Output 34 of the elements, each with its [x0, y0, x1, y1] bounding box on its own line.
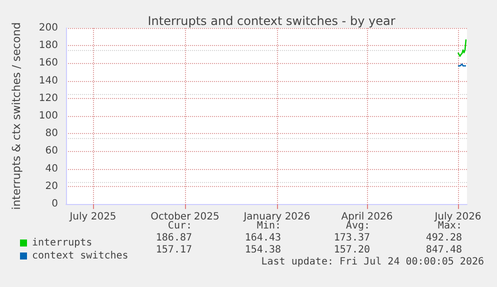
y-tick-label: 0	[52, 198, 58, 210]
y-tick-label: 80	[45, 128, 58, 140]
legend-label: context switches	[32, 250, 128, 262]
y-tick-label: 100	[38, 110, 58, 122]
y-tick-label: 120	[38, 92, 58, 104]
chart-title: Interrupts and context switches - by year	[148, 14, 396, 28]
text: 157.20	[334, 244, 370, 256]
y-tick-label: 140	[38, 75, 58, 86]
text: Max:	[438, 220, 462, 232]
text: Min:	[256, 220, 282, 232]
text: 186.87	[156, 232, 192, 244]
legend-label: interrupts	[32, 238, 92, 248]
text: 173.37	[334, 232, 370, 244]
y-tick-label: 40	[45, 163, 58, 174]
text: 492.28	[426, 232, 462, 244]
y-axis-title: interrupts & ctx switches / second	[10, 22, 23, 210]
x-tick-label: July 2026	[434, 212, 482, 222]
y-tick-label: 160	[38, 58, 58, 69]
x-tick-label: October 2025	[150, 212, 220, 222]
y-tick-label: 180	[38, 40, 58, 52]
line-series	[457, 38, 467, 57]
y-tick-label: 20	[45, 180, 58, 192]
y-tick-label: 200	[38, 22, 58, 34]
x-tick-label: April 2026	[341, 212, 393, 222]
y-tick-label: 60	[45, 146, 58, 157]
text: 164.43	[244, 232, 281, 244]
text: 154.38	[244, 244, 281, 256]
text: 157.17	[156, 244, 192, 256]
text: Last update: Fri Jul 24 00:00:05 2026	[261, 256, 484, 268]
text: Cur:	[168, 220, 192, 232]
text: 847.48	[426, 244, 462, 256]
x-tick-label: July 2025	[68, 212, 116, 222]
text: Avg:	[346, 220, 370, 232]
x-tick-label: January 2026	[242, 212, 310, 222]
